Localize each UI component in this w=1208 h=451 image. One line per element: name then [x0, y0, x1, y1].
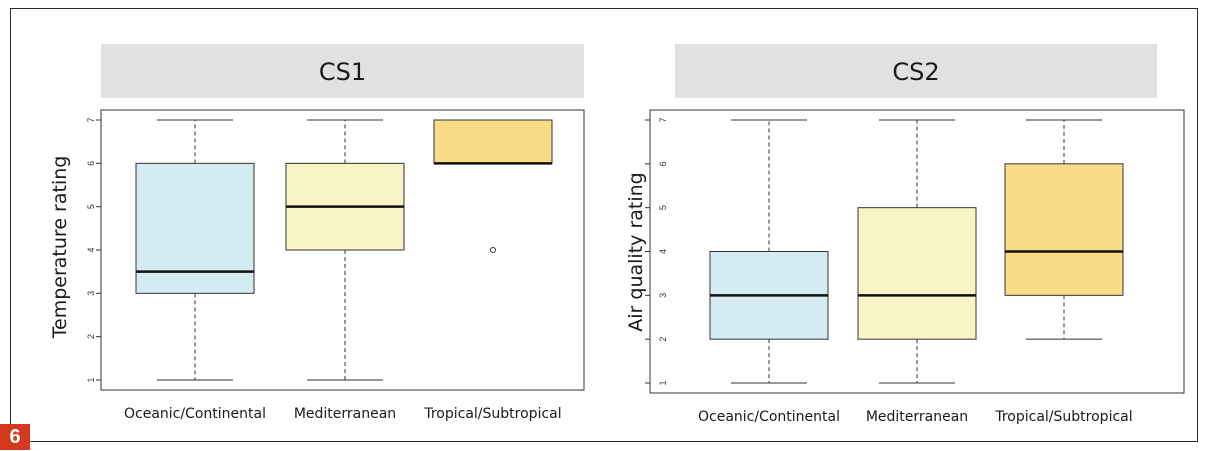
figure-number-badge: 6 [0, 424, 30, 450]
y-tick-label: 1 [86, 377, 96, 382]
y-tick-label: 6 [86, 161, 96, 166]
iqr-box [135, 162, 255, 294]
y-tick-label: 6 [658, 161, 668, 166]
y-tick-label: 7 [658, 117, 668, 122]
x-category-label: Oceanic/Continental [124, 406, 266, 422]
x-category-label: Mediterranean [866, 409, 968, 425]
x-category-label: Mediterranean [294, 406, 396, 422]
box-0 [709, 119, 829, 384]
plot-area-cs1: 1 2 3 4 5 6 7 Oceanic/Continental Mediterranean T… [86, 109, 585, 422]
iqr-box [433, 119, 553, 164]
y-tick-label: 3 [86, 291, 96, 296]
box-2 [1004, 119, 1124, 340]
box-0 [135, 119, 255, 381]
box-1 [285, 119, 405, 381]
y-tick-label: 5 [658, 205, 668, 210]
y-tick-label: 1 [658, 380, 668, 385]
y-tick-label: 2 [86, 334, 96, 339]
y-tick-label: 7 [86, 117, 96, 122]
outlier-point [490, 247, 496, 253]
figure-frame [10, 8, 1198, 442]
y-axis-title-cs1: Temperature rating [49, 156, 71, 340]
panel-title-cs1: CS1 [319, 58, 366, 86]
x-category-label: Oceanic/Continental [698, 409, 840, 425]
box-2 [433, 119, 553, 253]
x-category-label: Tropical/Subtropical [994, 409, 1132, 425]
y-tick-label: 2 [658, 337, 668, 342]
panel-title-cs2: CS2 [892, 58, 939, 86]
y-tick-label: 4 [86, 247, 96, 252]
plot-area-cs2: 1 2 3 4 5 6 7 Oceanic/Continental Mediterranean T… [645, 109, 1185, 425]
y-tick-label: 4 [658, 249, 668, 254]
panel-cs2: CS2 Air quality rating 1 2 3 4 5 6 7 Oceanic/Co… [625, 44, 1185, 425]
y-axis-title-cs2: Air quality rating [625, 172, 647, 331]
panel-header-cs2 [675, 44, 1157, 98]
panel-cs1: CS1 Temperature rating 1 2 3 4 5 6 7 Oceanic/Co… [49, 44, 585, 422]
iqr-box [857, 207, 977, 340]
y-tick-label: 5 [86, 204, 96, 209]
x-category-label: Tropical/Subtropical [423, 406, 561, 422]
panel-header-cs1 [101, 44, 584, 98]
iqr-box [1004, 163, 1124, 296]
y-tick-label: 3 [658, 293, 668, 298]
box-1 [857, 119, 977, 384]
